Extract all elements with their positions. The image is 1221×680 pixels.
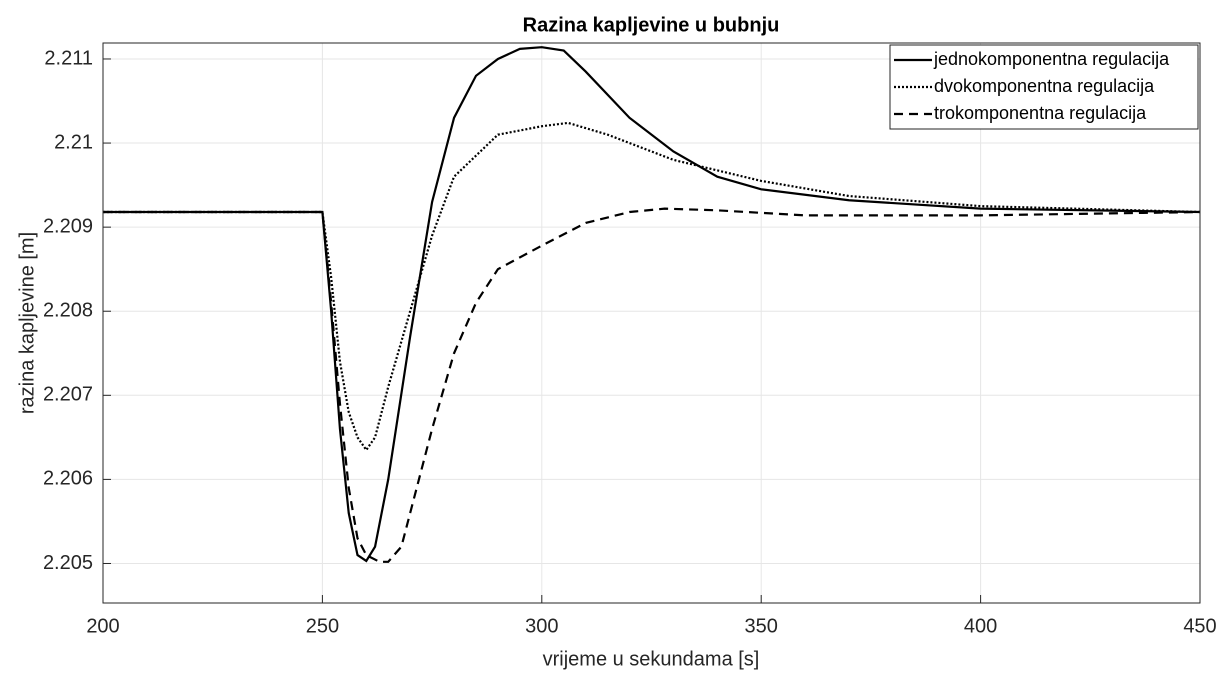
x-tick-label: 450	[1183, 615, 1216, 637]
line-series	[103, 46, 1201, 563]
legend-label: jednokomponentna regulacija	[933, 49, 1170, 69]
legend-label: trokomponentna regulacija	[934, 103, 1147, 123]
chart-title: Razina kapljevine u bubnju	[523, 14, 780, 36]
legend-box	[889, 44, 1199, 130]
plot-frame	[102, 42, 1201, 604]
y-tick-label: 2.211	[44, 47, 93, 69]
y-tick-label: 2.209	[43, 215, 93, 237]
y-tick-label: 2.208	[43, 300, 93, 322]
x-axis-label: vrijeme u sekundama [s]	[543, 648, 760, 670]
x-tick-label: 350	[745, 615, 778, 637]
x-tick-label: 200	[86, 615, 119, 637]
legend: jednokomponentna regulacija dvokomponentn…	[889, 44, 1199, 130]
legend-label: dvokomponentna regulacija	[934, 76, 1155, 96]
line-series	[103, 121, 1201, 452]
y-tick-label: 2.207	[43, 384, 93, 406]
y-tick-label: 2.206	[43, 468, 93, 490]
y-axis-label: razina kapljevine [m]	[16, 232, 38, 414]
y-tick-label: 2.21	[54, 131, 93, 153]
y-tick-label: 2.205	[43, 552, 93, 574]
x-tick-label: 250	[306, 615, 339, 637]
x-tick-label: 400	[964, 615, 997, 637]
line-series	[103, 207, 1201, 563]
x-tick-label: 300	[525, 615, 558, 637]
